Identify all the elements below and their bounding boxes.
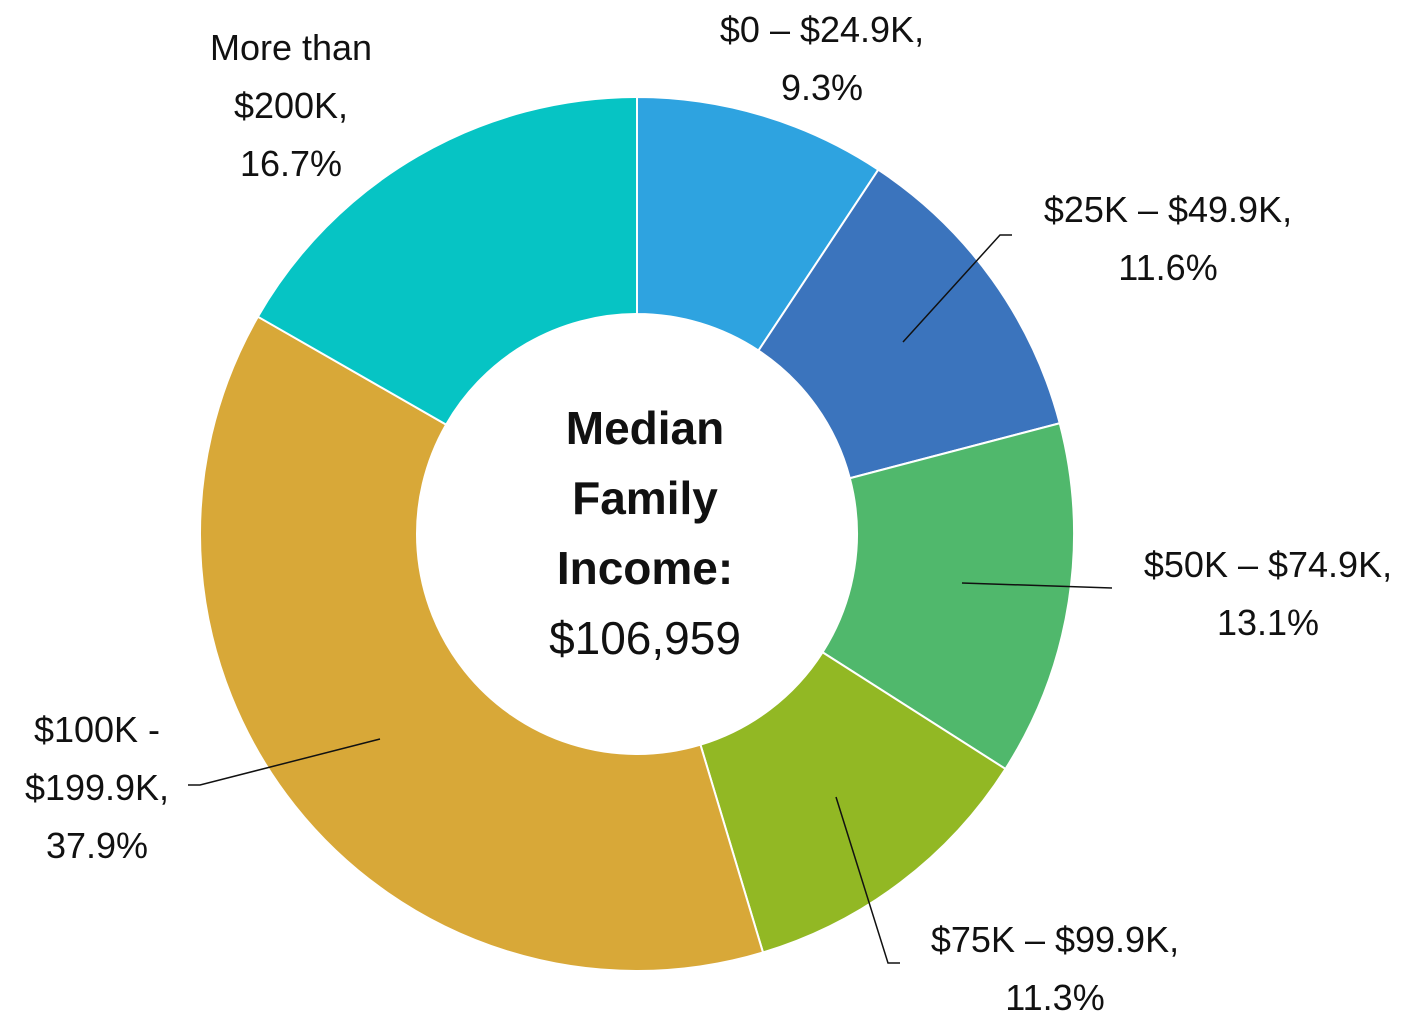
leader-line bbox=[835, 796, 900, 964]
donut-slice bbox=[699, 650, 1007, 954]
category-label: $25K – $49.9K, bbox=[1043, 189, 1293, 230]
slice-label: More than $200K, 16.7% bbox=[171, 19, 411, 193]
leader-line bbox=[188, 738, 381, 786]
leader-lines bbox=[188, 234, 1113, 964]
donut-slice bbox=[256, 95, 638, 426]
donut-slice bbox=[821, 422, 1075, 771]
value-label: 11.3% bbox=[1005, 977, 1105, 1016]
category-label: $50K – $74.9K, bbox=[1143, 544, 1393, 585]
category-label: More than $200K, bbox=[209, 27, 373, 126]
value-label: 13.1% bbox=[1216, 602, 1320, 643]
category-label: $75K – $99.9K, bbox=[930, 919, 1180, 960]
slice-label: $50K – $74.9K, 13.1% bbox=[1068, 536, 1421, 652]
category-label: $100K - $199.9K, bbox=[24, 709, 170, 808]
value-label: 16.7% bbox=[239, 143, 343, 184]
slice-label: $100K - $199.9K, 37.9% bbox=[2, 701, 192, 875]
slice-label: $25K – $49.9K, 11.6% bbox=[968, 181, 1368, 297]
value-label: 9.3% bbox=[780, 67, 864, 108]
center-value: $106,959 bbox=[549, 612, 741, 664]
category-label: $0 – $24.9K, bbox=[719, 9, 925, 50]
slice-label: $75K – $99.9K, 11.3% bbox=[855, 911, 1255, 1016]
center-label: Median Family Income: $106,959 bbox=[495, 393, 795, 673]
center-title: Median Family Income: bbox=[556, 402, 734, 594]
slice-label: $0 – $24.9K, 9.3% bbox=[622, 1, 1022, 117]
leader-line bbox=[902, 234, 1012, 343]
leader-line bbox=[961, 582, 1113, 589]
value-label: 37.9% bbox=[45, 825, 149, 866]
donut-slice bbox=[757, 168, 1061, 480]
donut-slice bbox=[199, 315, 765, 972]
value-label: 11.6% bbox=[1118, 247, 1218, 288]
